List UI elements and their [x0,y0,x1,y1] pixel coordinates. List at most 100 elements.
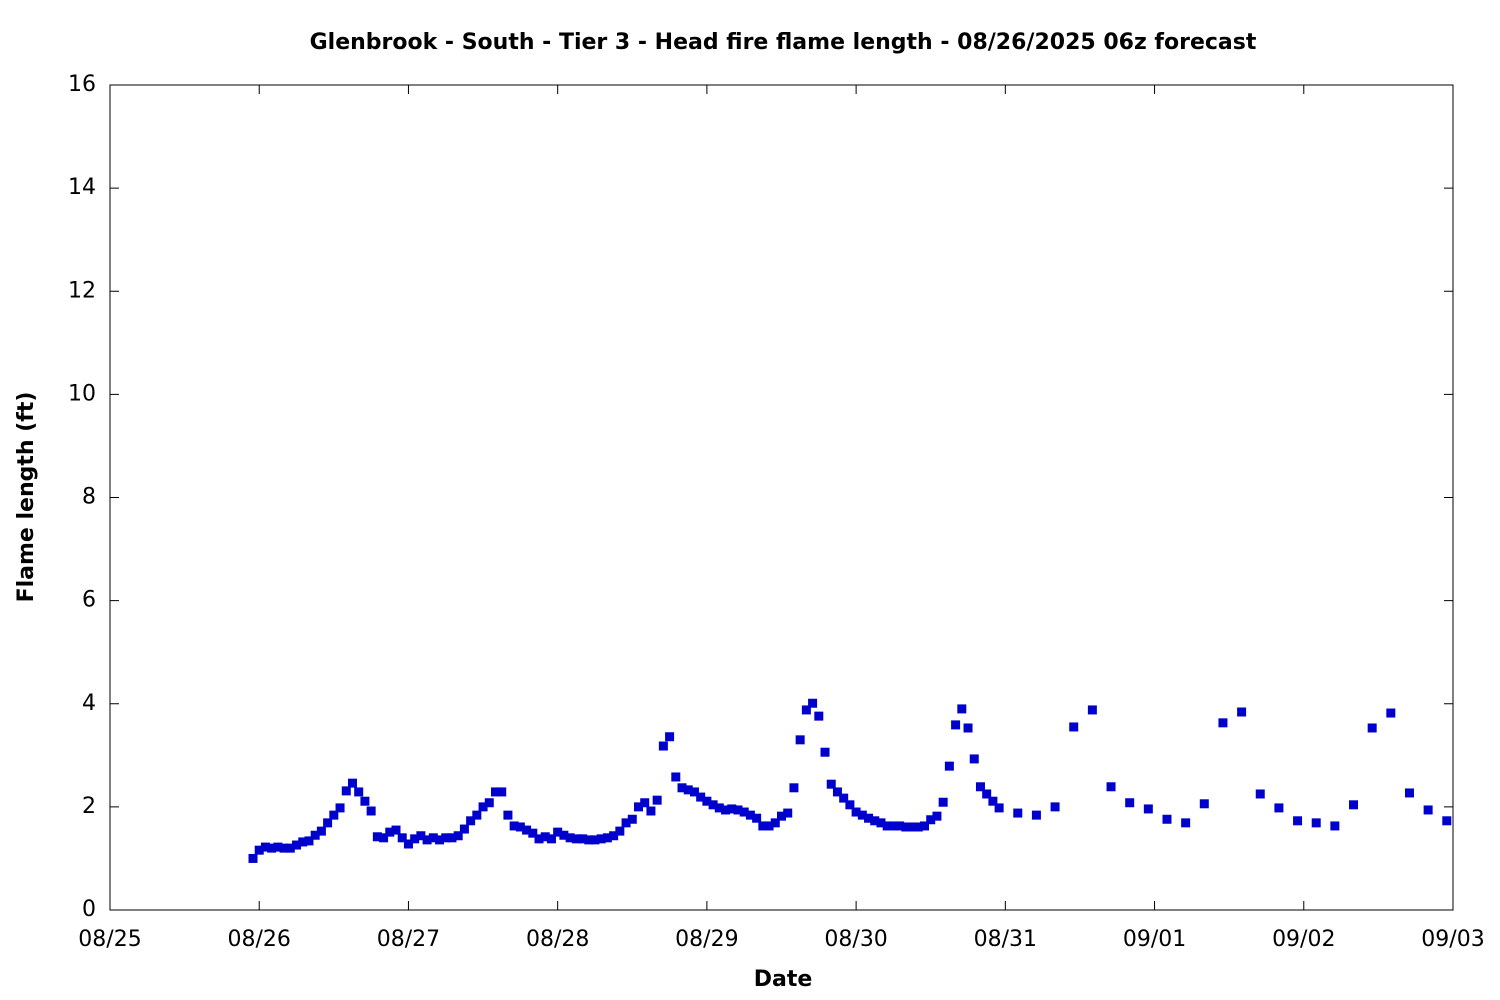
point [888,821,898,831]
x-tick-label: 09/01 [1123,927,1186,952]
point [515,822,525,832]
point [578,834,588,844]
y-tick-label: 16 [68,72,96,97]
point [1255,789,1265,799]
x-tick-label: 08/31 [974,927,1037,952]
point [410,834,420,844]
point [1143,804,1153,814]
point [895,821,905,831]
point [702,796,712,806]
point [882,821,892,831]
point [957,704,967,714]
plot-frame [109,84,1454,911]
point [969,754,979,764]
point [509,821,519,831]
point [1199,799,1209,809]
point [354,787,364,797]
point [913,822,923,832]
point [652,795,662,805]
y-tick-label: 10 [68,381,96,406]
point [658,741,668,751]
point [323,818,333,828]
point [584,835,594,845]
chart-title: Glenbrook - South - Tier 3 - Head fire f… [310,30,1257,55]
x-tick-label: 08/27 [377,927,440,952]
point [633,802,643,812]
point [901,822,911,832]
y-tick-label: 2 [82,794,96,819]
point [391,825,401,835]
point [845,800,855,810]
point [1181,818,1191,828]
point [372,832,382,842]
point [646,806,656,816]
point [982,789,992,799]
y-tick-label: 12 [68,278,96,303]
point [602,833,612,843]
point [1386,708,1396,718]
point [553,827,563,837]
point [1050,802,1060,812]
point [260,842,270,852]
point [435,835,445,845]
point [329,810,339,820]
point [596,834,606,844]
point [267,843,277,853]
point [640,798,650,808]
point [1311,818,1321,828]
point [621,818,631,828]
point [292,840,302,850]
point [801,705,811,715]
x-tick-label: 09/03 [1421,927,1484,952]
point [789,783,799,793]
x-tick-label: 09/02 [1272,927,1335,952]
point [1106,782,1116,792]
y-tick-label: 14 [68,175,96,200]
point [522,825,532,835]
point [671,772,681,782]
point [932,811,942,821]
point [864,813,874,823]
point [727,804,737,814]
y-tick-label: 4 [82,691,96,716]
point [441,833,451,843]
point [783,808,793,818]
point [298,837,308,847]
point [459,824,469,834]
point [627,814,637,824]
point [770,818,780,828]
x-axis-label: Date [754,967,813,992]
point [764,821,774,831]
point [422,835,432,845]
y-tick-label: 6 [82,588,96,613]
point [497,787,507,797]
y-tick-label: 0 [82,897,96,922]
point [478,802,488,812]
point [540,832,550,842]
point [1274,803,1284,813]
point [534,834,544,844]
point [963,723,973,733]
point [832,787,842,797]
point [385,827,395,837]
point [360,796,370,806]
point [528,828,538,838]
point [739,807,749,817]
point [316,826,326,836]
point [559,830,569,840]
point [938,797,948,807]
point [721,805,731,815]
point [1330,821,1340,831]
point [1237,707,1247,717]
point [490,787,500,797]
point [689,787,699,797]
x-tick-label: 08/30 [824,927,887,952]
y-tick-label: 8 [82,485,96,510]
point [335,803,345,813]
point [1349,800,1359,810]
point [1423,805,1433,815]
point [944,761,954,771]
point [279,843,289,853]
point [254,845,264,855]
